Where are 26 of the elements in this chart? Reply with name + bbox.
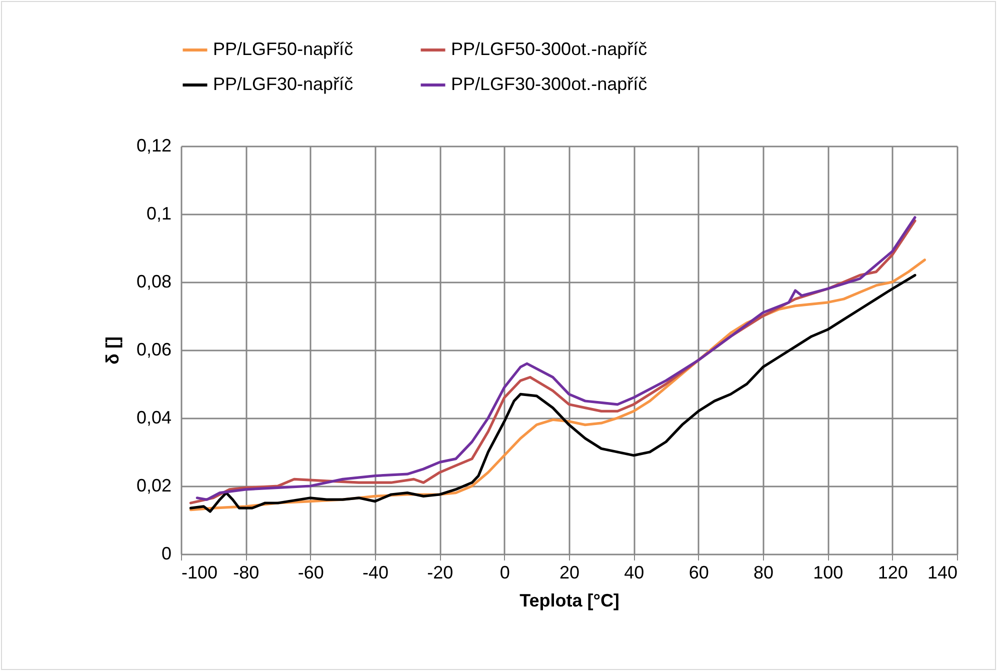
x-tick-label: -40 — [362, 562, 389, 582]
x-tick-label: 140 — [927, 562, 958, 582]
x-tick-label: 0 — [500, 562, 510, 582]
x-tick-label: 120 — [878, 562, 908, 582]
y-tick-label: 0,02 — [136, 476, 172, 496]
x-axis-title: Teplota [°C] — [520, 590, 620, 610]
x-tick-label: 60 — [688, 562, 709, 582]
y-tick-label: 0 — [161, 544, 172, 564]
x-tick-label: 20 — [559, 562, 580, 582]
y-tick-label: 0,1 — [146, 204, 172, 224]
y-tick-label: 0,06 — [136, 340, 172, 360]
x-tick-label: -80 — [233, 562, 260, 582]
x-tick-label: -100 — [182, 562, 218, 582]
y-tick-label: 0,12 — [136, 136, 172, 156]
x-tick-label: 40 — [624, 562, 644, 582]
legend-label: PP/LGF30-300ot.-napříč — [451, 74, 648, 94]
legend-label: PP/LGF30-napříč — [213, 74, 354, 94]
legend-label: PP/LGF50-300ot.-napříč — [451, 39, 648, 59]
y-tick-label: 0,04 — [136, 408, 172, 428]
x-tick-label: -20 — [427, 562, 454, 582]
y-tick-label: 0,08 — [136, 272, 172, 292]
x-tick-label: -60 — [298, 562, 324, 582]
x-tick-label: 80 — [753, 562, 774, 582]
legend-label: PP/LGF50-napříč — [213, 39, 354, 59]
y-axis-title: δ [] — [102, 336, 122, 364]
x-tick-label: 100 — [813, 562, 844, 582]
